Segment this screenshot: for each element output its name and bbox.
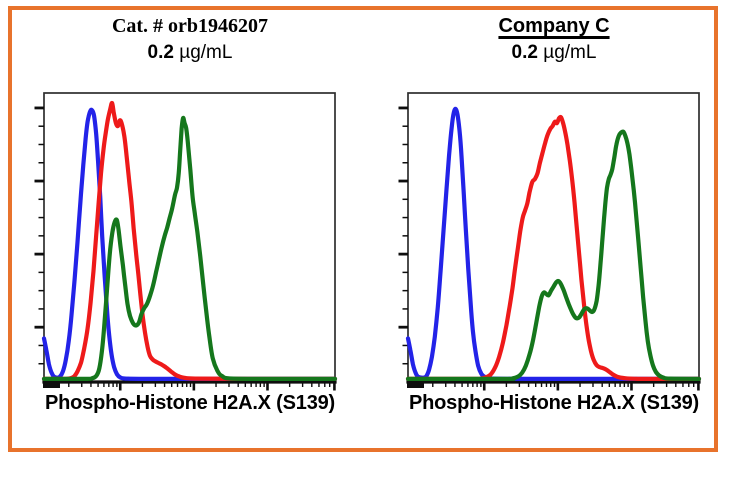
flow-histogram-left: [34, 92, 338, 391]
dose-label-right: 0.2 µg/mL: [511, 42, 597, 63]
right-panel-title: Company C 0.2 µg/mL: [408, 13, 700, 66]
catalog-number-title: Cat. # orb1946207: [111, 15, 269, 37]
x-axis-label-left: Phospho-Histone H2A.X (S139): [45, 392, 335, 414]
dose-label-left: 0.2 µg/mL: [147, 42, 233, 63]
flow-histogram-right: [398, 92, 702, 391]
company-title: Company C: [498, 15, 610, 37]
left-panel-title: Cat. # orb1946207 0.2 µg/mL: [44, 13, 336, 66]
page-border: [8, 6, 718, 452]
x-axis-label-right: Phospho-Histone H2A.X (S139): [409, 392, 699, 414]
